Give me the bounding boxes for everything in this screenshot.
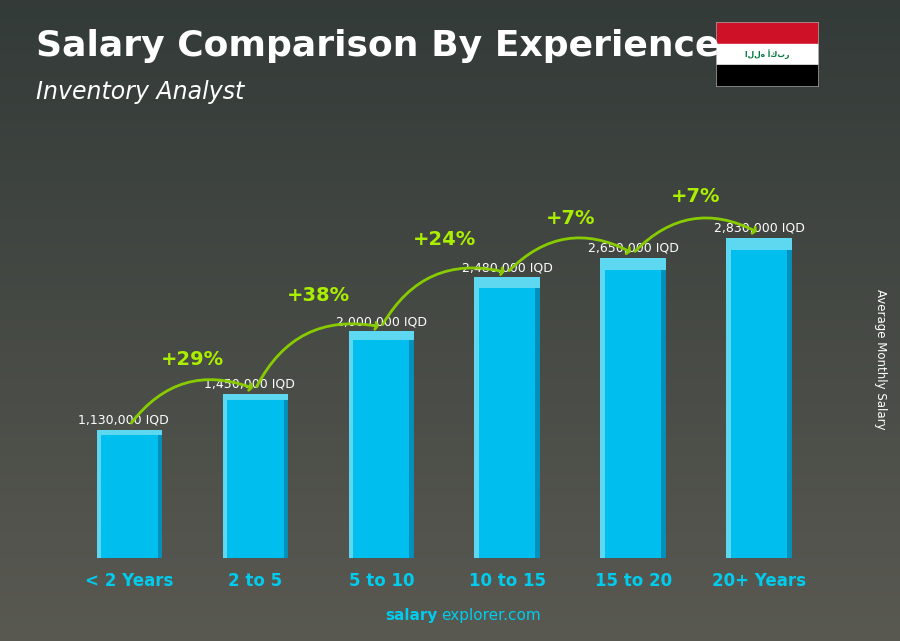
- Text: 2,480,000 IQD: 2,480,000 IQD: [462, 261, 553, 274]
- FancyBboxPatch shape: [222, 394, 228, 558]
- Text: salary: salary: [385, 608, 437, 623]
- Text: 2,000,000 IQD: 2,000,000 IQD: [336, 315, 427, 328]
- FancyBboxPatch shape: [348, 331, 353, 558]
- FancyBboxPatch shape: [474, 277, 479, 558]
- Text: 1,450,000 IQD: 1,450,000 IQD: [203, 378, 294, 390]
- Text: +24%: +24%: [412, 230, 476, 249]
- FancyBboxPatch shape: [536, 277, 540, 558]
- Bar: [474, 277, 540, 558]
- FancyBboxPatch shape: [97, 430, 162, 435]
- Bar: [726, 238, 792, 558]
- Bar: [97, 430, 162, 558]
- FancyBboxPatch shape: [788, 238, 792, 558]
- FancyBboxPatch shape: [284, 394, 288, 558]
- Bar: [716, 22, 819, 44]
- Text: explorer.com: explorer.com: [441, 608, 541, 623]
- FancyBboxPatch shape: [600, 258, 666, 270]
- Bar: [348, 331, 414, 558]
- Text: 2,650,000 IQD: 2,650,000 IQD: [588, 242, 679, 255]
- FancyBboxPatch shape: [348, 331, 414, 340]
- FancyBboxPatch shape: [97, 430, 102, 558]
- Bar: [716, 65, 819, 87]
- Bar: [716, 44, 819, 65]
- FancyBboxPatch shape: [600, 258, 605, 558]
- Text: Inventory Analyst: Inventory Analyst: [36, 80, 244, 104]
- Text: +29%: +29%: [161, 350, 224, 369]
- Text: Salary Comparison By Experience: Salary Comparison By Experience: [36, 29, 719, 63]
- Text: +7%: +7%: [545, 210, 595, 228]
- Text: 1,130,000 IQD: 1,130,000 IQD: [78, 414, 168, 427]
- FancyBboxPatch shape: [158, 430, 162, 558]
- FancyBboxPatch shape: [474, 277, 540, 288]
- Text: Average Monthly Salary: Average Monthly Salary: [874, 288, 886, 429]
- Text: +7%: +7%: [671, 187, 721, 206]
- FancyBboxPatch shape: [726, 238, 792, 251]
- Text: 2,830,000 IQD: 2,830,000 IQD: [714, 222, 805, 235]
- Bar: [222, 394, 288, 558]
- Text: +38%: +38%: [287, 287, 350, 305]
- FancyBboxPatch shape: [726, 238, 731, 558]
- Bar: [600, 258, 666, 558]
- FancyBboxPatch shape: [662, 258, 666, 558]
- FancyBboxPatch shape: [410, 331, 414, 558]
- FancyBboxPatch shape: [222, 394, 288, 400]
- Text: الله أكبر: الله أكبر: [745, 49, 789, 60]
